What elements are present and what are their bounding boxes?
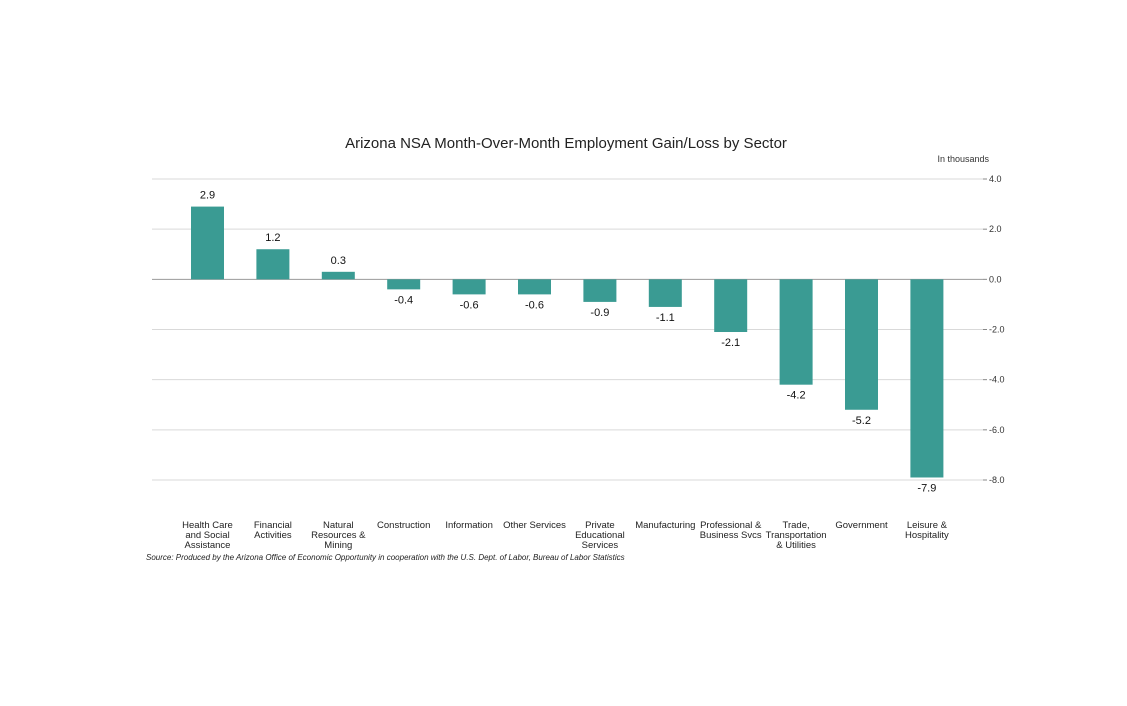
y-tick-label: 2.0 (989, 224, 1002, 234)
unit-label: In thousands (937, 154, 989, 164)
category-label: Government (835, 520, 888, 531)
category-label: Professional & (700, 520, 762, 531)
y-axis: 4.0 2.0 0.0 -2.0 -4.0 -6.0 -8.0 (983, 174, 1005, 485)
y-tick-label: 4.0 (989, 174, 1002, 184)
y-tick-label: -6.0 (989, 425, 1005, 435)
bar (518, 279, 551, 295)
data-label: -0.6 (460, 299, 479, 311)
data-label: 2.9 (200, 190, 215, 202)
category-label: Activities (254, 530, 292, 541)
category-label: Private (585, 520, 615, 531)
data-label: -0.4 (394, 294, 413, 306)
data-label: -1.1 (656, 312, 675, 324)
data-label: 0.3 (331, 255, 346, 267)
category-label: Hospitality (905, 530, 949, 541)
category-label: Resources & (311, 530, 366, 541)
category-label: and Social (185, 530, 229, 541)
y-tick-label: -4.0 (989, 375, 1005, 385)
category-label: Financial (254, 520, 292, 531)
data-label: -0.9 (590, 307, 609, 319)
source-note: Source: Produced by the Arizona Office o… (146, 553, 625, 562)
category-label: Transportation (766, 530, 827, 541)
y-tick-label: -2.0 (989, 325, 1005, 335)
bar (191, 206, 224, 280)
gridlines (152, 178, 983, 481)
category-label: Educational (575, 530, 625, 541)
category-label: Trade, (783, 520, 810, 531)
bar (321, 271, 355, 280)
category-label: Mining (324, 540, 352, 551)
bar (583, 279, 617, 302)
category-label: Leisure & (907, 520, 948, 531)
category-label: Manufacturing (635, 520, 695, 531)
category-label: Services (582, 540, 619, 551)
data-label: -4.2 (787, 390, 806, 402)
data-label: -0.6 (525, 299, 544, 311)
category-label: Health Care (182, 520, 233, 531)
bar (845, 279, 878, 410)
y-tick-label: 0.0 (989, 274, 1002, 284)
bar (256, 249, 290, 280)
category-label: Natural (323, 520, 354, 531)
bar (387, 279, 421, 290)
bar (779, 279, 813, 385)
bar (910, 279, 944, 478)
bars (191, 206, 944, 478)
category-label: Construction (377, 520, 430, 531)
category-label: Information (445, 520, 493, 531)
category-label: Assistance (185, 540, 231, 551)
chart-title: Arizona NSA Month-Over-Month Employment … (345, 135, 787, 152)
category-label: Other Services (503, 520, 566, 531)
y-tick-label: -8.0 (989, 475, 1005, 485)
bar (452, 279, 486, 295)
data-label: -2.1 (721, 337, 740, 349)
data-label: 1.2 (265, 232, 280, 244)
bar (714, 279, 748, 333)
data-label: -7.9 (917, 482, 936, 494)
data-label: -5.2 (852, 415, 871, 427)
bar (648, 279, 682, 307)
data-labels: 2.9 1.2 0.3 -0.4 -0.6 -0.6 -0.9 -1.1 -2.1 -4.2 -5.… (200, 190, 937, 495)
category-label: & Utilities (776, 540, 816, 551)
category-label: Business Svcs (700, 530, 762, 541)
